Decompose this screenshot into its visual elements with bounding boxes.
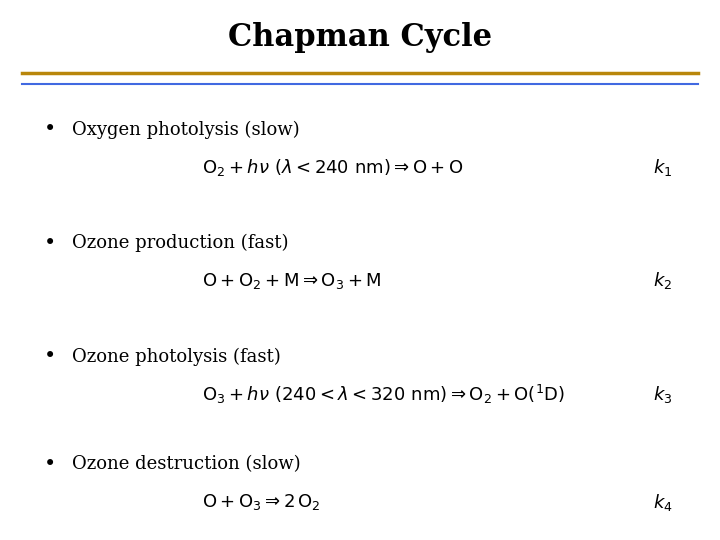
Text: $k_1$: $k_1$: [653, 157, 672, 178]
Text: $\mathrm{O} + \mathrm{O_2} + \mathrm{M} \Rightarrow \mathrm{O_3} + \mathrm{M}$: $\mathrm{O} + \mathrm{O_2} + \mathrm{M} …: [202, 271, 381, 291]
Text: •: •: [44, 347, 57, 366]
Text: Ozone photolysis (fast): Ozone photolysis (fast): [72, 347, 281, 366]
Text: $k_4$: $k_4$: [652, 492, 672, 512]
Text: Ozone production (fast): Ozone production (fast): [72, 234, 289, 252]
Text: •: •: [44, 455, 57, 474]
Text: $\mathrm{O_3} + h\nu \ (240 < \lambda < 320\ \mathrm{nm}) \Rightarrow \mathrm{O_: $\mathrm{O_3} + h\nu \ (240 < \lambda < …: [202, 383, 564, 406]
Text: Ozone destruction (slow): Ozone destruction (slow): [72, 455, 301, 474]
Text: Chapman Cycle: Chapman Cycle: [228, 22, 492, 53]
Text: •: •: [44, 233, 57, 253]
Text: $\mathrm{O} + \mathrm{O_3} \Rightarrow 2\,\mathrm{O_2}$: $\mathrm{O} + \mathrm{O_3} \Rightarrow 2…: [202, 492, 320, 512]
Text: $k_3$: $k_3$: [653, 384, 672, 404]
Text: Oxygen photolysis (slow): Oxygen photolysis (slow): [72, 120, 300, 139]
Text: $\mathrm{O_2} + h\nu \ (\lambda < 240\ \mathrm{nm}) \Rightarrow \mathrm{O} + \ma: $\mathrm{O_2} + h\nu \ (\lambda < 240\ \…: [202, 157, 463, 178]
Text: $k_2$: $k_2$: [653, 271, 672, 291]
Text: •: •: [44, 120, 57, 139]
